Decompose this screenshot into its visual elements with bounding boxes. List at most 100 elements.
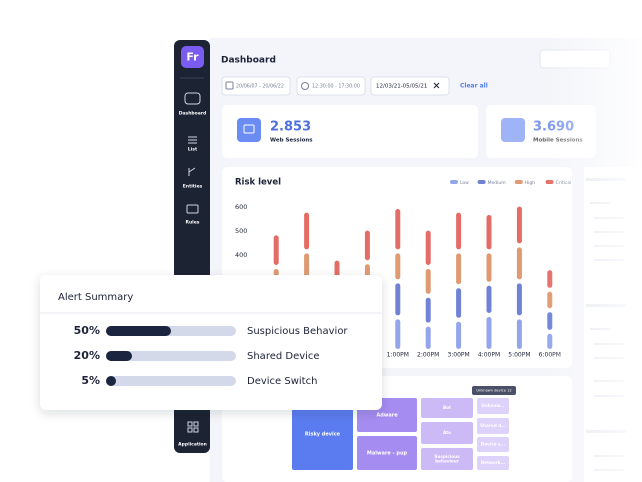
logo: Fr: [186, 51, 199, 64]
legend-swatch: [514, 180, 523, 184]
y-tick-label: 500: [235, 227, 247, 235]
treemap-label: Malware - pup: [367, 451, 408, 457]
logo-box: [181, 46, 204, 68]
treemap-cell[interactable]: [477, 437, 509, 452]
treemap-cell[interactable]: [357, 436, 417, 470]
bar-segment: [425, 269, 431, 294]
nav-item[interactable]: List: [188, 147, 198, 153]
bar-segment: [486, 253, 492, 282]
legend-swatch: [477, 180, 486, 184]
nav-item[interactable]: Entities: [183, 184, 203, 190]
icon: [186, 204, 199, 214]
tooltip-text: Unknown device 12: [476, 389, 511, 393]
bar-segment: [486, 215, 492, 250]
alert-summary: Alert Summary 50% Suspicious Behavior 20% S…: [40, 275, 382, 410]
icon: [184, 92, 201, 105]
x-tick-label: 4:00PM: [478, 352, 500, 359]
filter-text: 12/03/21-05/05/21: [376, 84, 427, 90]
alert-percent: 20%: [74, 349, 100, 362]
bar-segment: [516, 247, 522, 280]
alert-bar: [106, 376, 116, 386]
treemap-cell[interactable]: [421, 422, 473, 444]
bar-segment: [273, 235, 279, 265]
treemap-label: Device s...: [481, 442, 506, 447]
risk-chart: 300400500600LowMediumHighCritical1:00PM2…: [235, 180, 571, 359]
treemap-label: Shared d...: [480, 423, 506, 428]
bar-segment: [456, 288, 462, 318]
filter-text: 12:30:00 - 17:30:00: [312, 84, 360, 90]
treemap-label: Bot: [443, 405, 451, 410]
chart-title: Risk level: [235, 178, 281, 188]
alert-label: Device Switch: [247, 376, 317, 387]
range-filter[interactable]: [370, 76, 450, 96]
stat-label: Web Sessions: [270, 138, 313, 144]
icon: [188, 136, 197, 144]
treemap-cell[interactable]: [477, 398, 509, 414]
treemap-cell[interactable]: [477, 456, 509, 470]
bar-segment: [456, 212, 462, 250]
bar-segment: [486, 285, 492, 313]
stat-icon: [501, 118, 525, 142]
alert-percent: 50%: [74, 324, 100, 337]
alert-bar: [106, 351, 132, 361]
treemap-label: Network...: [481, 460, 506, 465]
icon: [225, 81, 234, 90]
page-title: Dashboard: [221, 56, 276, 66]
legend-label: Low: [460, 180, 469, 186]
icon: [301, 82, 309, 90]
clear-all[interactable]: Clear all: [460, 83, 488, 90]
stat-value: 2.853: [270, 120, 311, 135]
fade: [545, 38, 642, 482]
time-filter[interactable]: [296, 76, 366, 96]
nav-item[interactable]: Rules: [186, 220, 200, 226]
bar-segment: [516, 283, 522, 316]
treemap-cell[interactable]: [477, 418, 509, 434]
bar-segment: [425, 326, 431, 349]
y-tick-label: 600: [235, 203, 247, 211]
bar-segment: [456, 321, 462, 349]
stat-card: [222, 105, 478, 158]
alert-label: Shared Device: [247, 351, 320, 362]
bar-segment: [425, 297, 431, 323]
treemap-label: Unknow...: [481, 403, 505, 408]
bar-segment: [456, 253, 462, 285]
treemap-cell[interactable]: [421, 448, 473, 470]
nav-item[interactable]: Dashboard: [179, 111, 206, 117]
bar-segment: [395, 209, 401, 250]
bar-segment: [486, 317, 492, 349]
alert-title: Alert Summary: [58, 292, 133, 303]
treemap-cell[interactable]: [421, 398, 473, 418]
icon: [188, 167, 196, 176]
sidebar-labels: Dashboard List Entities Rules Application: [178, 111, 207, 448]
nav-item[interactable]: Application: [178, 442, 207, 448]
y-tick-label: 400: [235, 251, 247, 259]
bar-segment: [395, 283, 401, 316]
bar-segment: [425, 230, 431, 265]
legend-swatch: [450, 180, 458, 184]
bar-segment: [516, 206, 522, 244]
treemap-label: Suspicious behaviour: [434, 454, 460, 464]
treemap-cell[interactable]: [292, 398, 353, 470]
legend-label: Medium: [488, 180, 506, 186]
date-filter[interactable]: [221, 76, 291, 96]
clear-icon[interactable]: [433, 82, 440, 89]
bar-segment: [395, 253, 401, 280]
bar-segment: [516, 319, 522, 349]
legend-label: High: [525, 180, 535, 186]
icon: [187, 421, 199, 433]
treemap-label: Risky device: [305, 432, 341, 438]
treemap-label: Adware: [376, 413, 398, 419]
bar-segment: [304, 212, 310, 250]
x-tick-label: 2:00PM: [417, 352, 439, 359]
alert-track: [106, 376, 236, 386]
alert-track: [106, 351, 236, 361]
stat-icon: [237, 118, 261, 142]
icon: [243, 124, 255, 134]
x-tick-label: 1:00PM: [387, 352, 409, 359]
treemap-label: Ato: [443, 430, 451, 435]
filter-text: 20/06/07 - 20/06/22: [236, 84, 284, 90]
bar-segment: [364, 230, 370, 261]
treemap: Risky device Adware Malware - pup Bot Ato Sus…: [292, 386, 516, 470]
